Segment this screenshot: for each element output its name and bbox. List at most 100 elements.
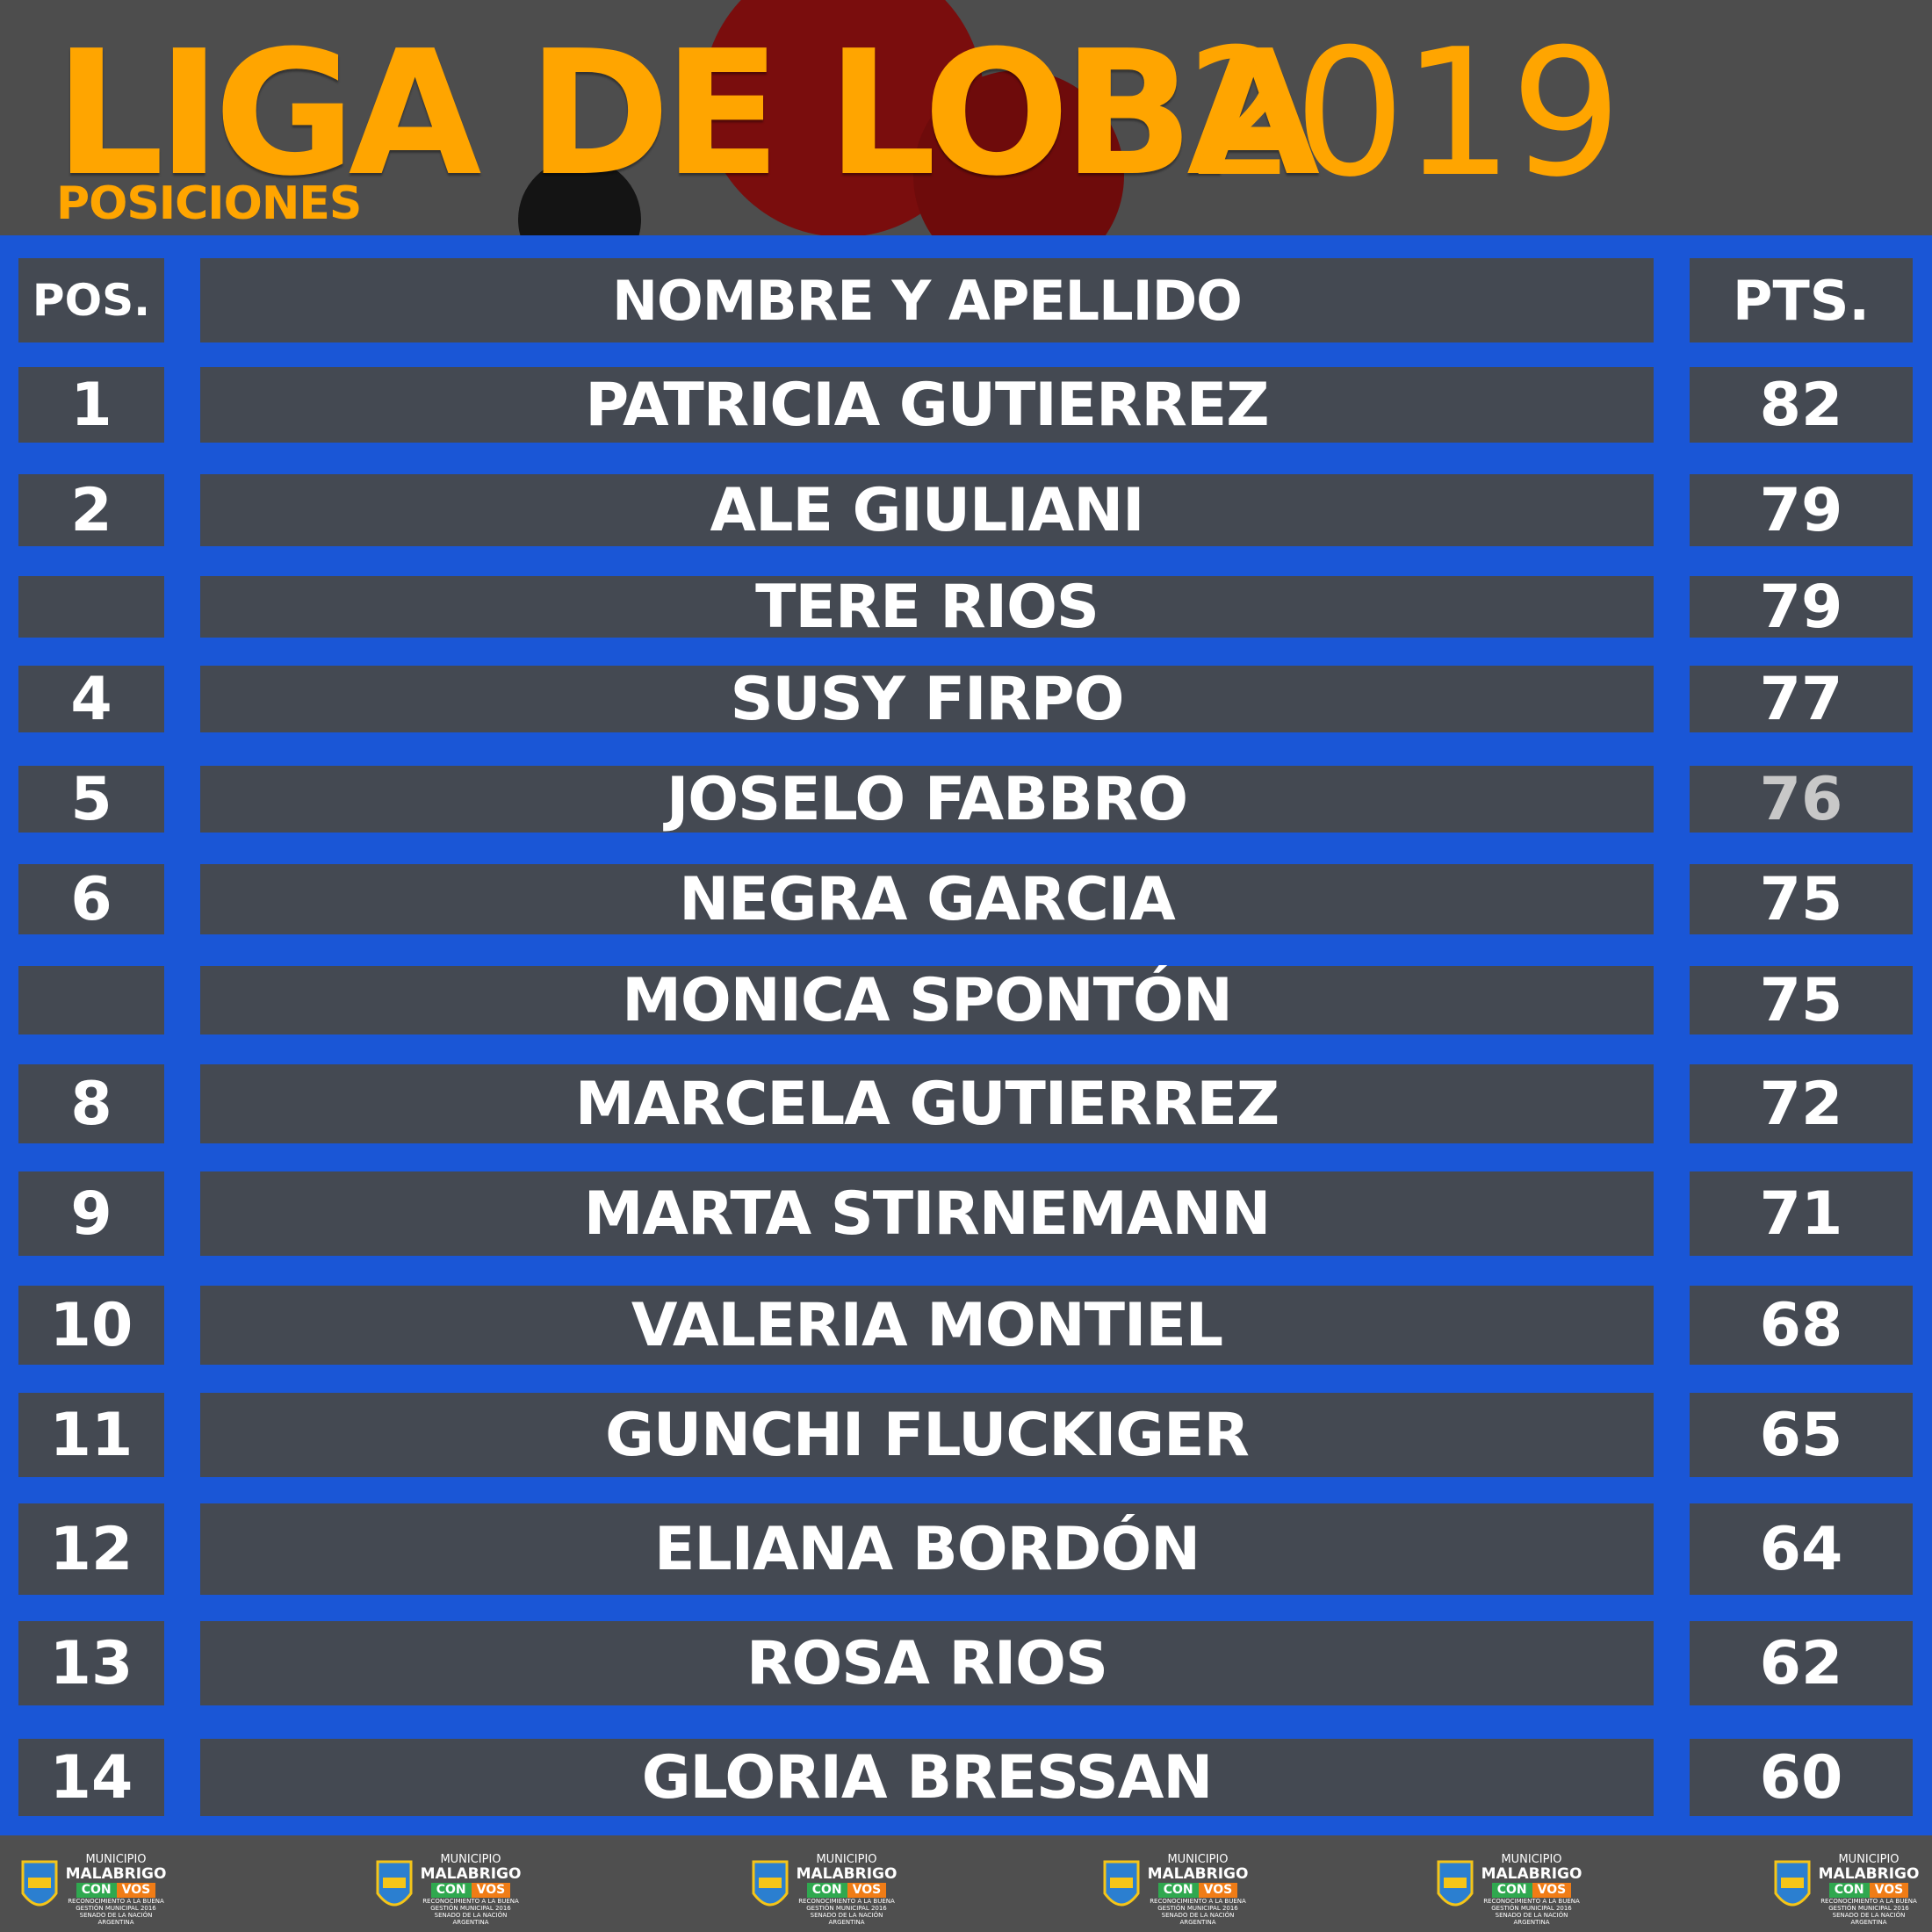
position-cell: 11 — [18, 1393, 164, 1477]
sponsor-footer: MUNICIPIO MALABRIGO CON VOS RECONOCIMIENT… — [0, 1835, 1932, 1932]
municipio-logo: MUNICIPIO MALABRIGO CON VOS RECONOCIMIENT… — [1101, 1853, 1251, 1927]
table-row: 6 NEGRA GARCIA 75 — [0, 864, 1932, 934]
points-cell: 68 — [1690, 1286, 1913, 1365]
logo-vos-badge: VOS — [1532, 1883, 1572, 1898]
player-name-cell: MARTA STIRNEMANN — [200, 1171, 1654, 1256]
name-column-header: NOMBRE Y APELLIDO — [200, 258, 1654, 342]
logo-municipio-label: MUNICIPIO — [1838, 1853, 1900, 1866]
points-cell: 79 — [1690, 573, 1913, 642]
logo-text: MUNICIPIO MALABRIGO CON VOS RECONOCIMIENT… — [416, 1853, 525, 1926]
table-row: 2 ALE GIULIANI 79 — [0, 474, 1932, 546]
logo-con-badge: CON — [1157, 1883, 1199, 1898]
player-name-cell: JOSELO FABBRO — [200, 765, 1654, 834]
table-row: 13 ROSA RIOS 62 — [0, 1621, 1932, 1705]
logo-town-name: MALABRIGO — [1481, 1865, 1582, 1883]
table-row: 11 GUNCHI FLUCKIGER 65 — [0, 1393, 1932, 1477]
position-cell: 12 — [18, 1503, 164, 1595]
municipio-logo: MUNICIPIO MALABRIGO CON VOS RECONOCIMIENT… — [1435, 1853, 1584, 1927]
logo-award-line: GESTIÓN MUNICIPAL 2016 — [1491, 1905, 1572, 1912]
crest-icon — [21, 1860, 58, 1907]
logo-award-line: SENADO DE LA NACIÓN ARGENTINA — [1161, 1912, 1235, 1926]
logo-municipio-label: MUNICIPIO — [1167, 1853, 1229, 1866]
heart-shape — [913, 70, 1124, 281]
pos-column-header: POS. — [18, 258, 164, 342]
logo-town-name: MALABRIGO — [796, 1865, 898, 1883]
logo-award-line: RECONOCIMIENTO A LA BUENA — [798, 1898, 895, 1905]
position-cell — [18, 966, 164, 1034]
logo-con-badge: CON — [76, 1883, 117, 1898]
crest-icon — [1437, 1860, 1474, 1907]
player-name-cell: ELIANA BORDÓN — [200, 1503, 1654, 1595]
table-row: 10 VALERIA MONTIEL 68 — [0, 1286, 1932, 1365]
table-row: 14 GLORIA BRESSAN 60 — [0, 1739, 1932, 1816]
logo-award-line: GESTIÓN MUNICIPAL 2016 — [1157, 1905, 1238, 1912]
player-name-cell: GUNCHI FLUCKIGER — [200, 1393, 1654, 1477]
position-cell: 8 — [18, 1064, 164, 1143]
league-year: 2019 — [1186, 11, 1622, 216]
points-cell: 82 — [1690, 367, 1913, 443]
table-row: 12 ELIANA BORDÓN 64 — [0, 1503, 1932, 1595]
player-name-cell: VALERIA MONTIEL — [200, 1286, 1654, 1365]
logo-award-line: SENADO DE LA NACIÓN ARGENTINA — [810, 1912, 883, 1926]
logo-award-line: SENADO DE LA NACIÓN ARGENTINA — [434, 1912, 508, 1926]
points-cell: 72 — [1690, 1064, 1913, 1143]
player-name-cell: TERE RIOS — [200, 573, 1654, 642]
position-cell: 13 — [18, 1621, 164, 1705]
points-cell: 71 — [1690, 1171, 1913, 1256]
player-name-cell: SUSY FIRPO — [200, 665, 1654, 734]
logo-text: MUNICIPIO MALABRIGO CON VOS RECONOCIMIENT… — [1143, 1853, 1252, 1926]
logo-award-line: GESTIÓN MUNICIPAL 2016 — [1828, 1905, 1909, 1912]
logo-town-name: MALABRIGO — [1147, 1865, 1249, 1883]
points-cell: 60 — [1690, 1739, 1913, 1816]
logo-municipio-label: MUNICIPIO — [1501, 1853, 1562, 1866]
standings-subtitle: POSICIONES — [56, 177, 362, 230]
table-row: MONICA SPONTÓN 75 — [0, 966, 1932, 1035]
table-row: 9 MARTA STIRNEMANN 71 — [0, 1171, 1932, 1256]
table-row: 4 SUSY FIRPO 77 — [0, 665, 1932, 734]
player-name-cell: PATRICIA GUTIERREZ — [200, 367, 1654, 443]
points-cell: 64 — [1690, 1503, 1913, 1595]
player-name-cell: MARCELA GUTIERREZ — [200, 1064, 1654, 1143]
position-cell: 5 — [18, 765, 164, 834]
pts-column-header: PTS. — [1690, 258, 1913, 342]
logo-vos-badge: VOS — [116, 1883, 156, 1898]
table-row: TERE RIOS 79 — [0, 573, 1932, 642]
player-name-cell: NEGRA GARCIA — [200, 864, 1654, 934]
logo-town-name: MALABRIGO — [420, 1865, 522, 1883]
municipio-logo: MUNICIPIO MALABRIGO CON VOS RECONOCIMIENT… — [374, 1853, 523, 1927]
logo-award-line: RECONOCIMIENTO A LA BUENA — [1150, 1898, 1246, 1905]
logo-award-line: GESTIÓN MUNICIPAL 2016 — [430, 1905, 511, 1912]
logo-award-line: RECONOCIMIENTO A LA BUENA — [1483, 1898, 1580, 1905]
logo-award-line: SENADO DE LA NACIÓN ARGENTINA — [1495, 1912, 1568, 1926]
position-cell: 6 — [18, 864, 164, 934]
logo-text: MUNICIPIO MALABRIGO CON VOS RECONOCIMIENT… — [792, 1853, 901, 1926]
table-header-row: POS. NOMBRE Y APELLIDO PTS. — [0, 258, 1932, 342]
player-name-cell: ROSA RIOS — [200, 1621, 1654, 1705]
logo-vos-badge: VOS — [1869, 1883, 1909, 1898]
player-name-cell: GLORIA BRESSAN — [200, 1739, 1654, 1816]
position-cell: 14 — [18, 1739, 164, 1816]
logo-con-badge: CON — [430, 1883, 472, 1898]
table-row: 5 JOSELO FABBRO 76 — [0, 765, 1932, 834]
points-cell: 75 — [1690, 966, 1913, 1035]
points-cell: 62 — [1690, 1621, 1913, 1705]
logo-award-line: SENADO DE LA NACIÓN ARGENTINA — [1832, 1912, 1906, 1926]
player-name-cell: ALE GIULIANI — [200, 474, 1654, 546]
logo-text: MUNICIPIO MALABRIGO CON VOS RECONOCIMIENT… — [1477, 1853, 1586, 1926]
municipio-logo: MUNICIPIO MALABRIGO CON VOS RECONOCIMIENT… — [19, 1853, 169, 1927]
league-title: LIGA DE LOBA — [54, 14, 1320, 214]
logo-town-name: MALABRIGO — [1818, 1865, 1920, 1883]
table-row: 1 PATRICIA GUTIERREZ 82 — [0, 367, 1932, 443]
municipio-logo: MUNICIPIO MALABRIGO CON VOS RECONOCIMIENT… — [750, 1853, 899, 1927]
position-cell: 1 — [18, 367, 164, 443]
logo-award-line: RECONOCIMIENTO A LA BUENA — [1820, 1898, 1917, 1905]
position-cell: 9 — [18, 1171, 164, 1256]
logo-text: MUNICIPIO MALABRIGO CON VOS RECONOCIMIENT… — [1814, 1853, 1923, 1926]
logo-vos-badge: VOS — [471, 1883, 511, 1898]
logo-con-badge: CON — [1828, 1883, 1870, 1898]
position-cell: 10 — [18, 1286, 164, 1365]
position-cell: 2 — [18, 474, 164, 546]
logo-con-badge: CON — [1491, 1883, 1532, 1898]
points-cell: 79 — [1690, 474, 1913, 546]
